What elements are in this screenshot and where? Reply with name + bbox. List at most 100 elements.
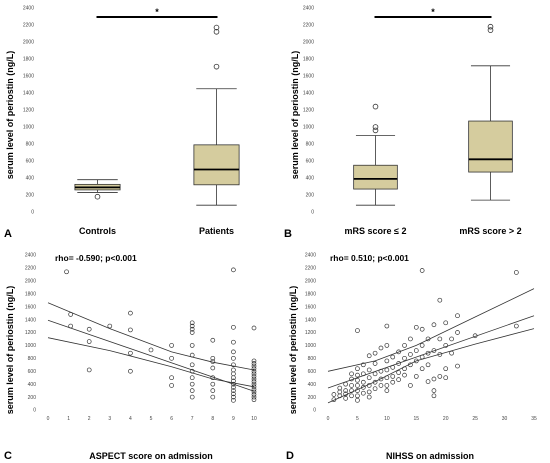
panel-d-point: [443, 366, 449, 372]
panel-a-ytick-label: 400: [26, 176, 35, 182]
panel-c-ytick-label: 800: [28, 356, 37, 362]
panel-c-xtick-label: 4: [129, 416, 132, 422]
panel-c-point: [231, 324, 236, 330]
panel-d-point: [449, 350, 454, 356]
panel-d-point: [360, 362, 366, 368]
panel-d-point: [349, 371, 354, 377]
panel-d-xtick-label: 0: [327, 416, 330, 422]
panel-b-ytick-label: 1800: [303, 57, 314, 63]
panel-c-point: [189, 375, 195, 381]
panel-c-point: [169, 355, 174, 361]
panel-d-ticks: 0200400600800100012001400160018002000220…: [305, 253, 537, 422]
panel-d-point: [419, 343, 425, 348]
panel-d-point: [390, 365, 396, 370]
panel-d-point: [384, 358, 390, 364]
panel-d-ytick-label: 200: [308, 395, 317, 401]
panel-c-point: [210, 365, 216, 371]
panel-d-point: [437, 297, 443, 303]
panel-c-point: [251, 381, 257, 387]
panel-c-point: [148, 347, 154, 353]
panel-d-xlabel: NIHSS on admission: [386, 451, 474, 461]
panel-d-point: [443, 320, 449, 326]
panel-c-ticks: 0 200 400 600 800 1000 1200 1400 1600 1800 2000 220…: [25, 253, 257, 422]
panel-d-point: [408, 383, 413, 388]
panel-b-plot: mRS score ≤ 2 mRS score > 2 *: [345, 7, 522, 236]
panel-c-point: [251, 363, 257, 369]
panel-b-letter: B: [284, 228, 292, 240]
panel-c-point: [86, 367, 92, 373]
panel-c-point: [231, 378, 236, 384]
panel-d-point: [413, 348, 419, 353]
panel-c-point: [189, 326, 195, 332]
panel-c-point: [231, 394, 236, 400]
panel-d-point: [443, 375, 449, 381]
panel-d-ytick-label: 2000: [305, 279, 316, 285]
panel-c-point: [210, 388, 216, 393]
panel-a-ytick-label: 2200: [23, 23, 34, 29]
panel-b-ytick-label: 600: [306, 159, 315, 165]
panel-c-point: [231, 349, 236, 355]
panel-c-point: [68, 312, 74, 317]
panel-c-point: [189, 368, 195, 374]
panel-c-point: [86, 339, 92, 344]
panel-c-point: [251, 371, 257, 377]
panel-b-outlier: [487, 23, 494, 30]
panel-d-point: [343, 388, 349, 393]
panel-d-point: [455, 363, 460, 369]
panel-d-point: [449, 336, 454, 342]
panel-c-point: [128, 368, 133, 374]
panel-c-point: [189, 352, 195, 358]
panel-a-category-label: Controls: [79, 226, 116, 236]
panel-b-category-label: mRS score ≤ 2: [345, 226, 407, 236]
panel-b-ytick-label: 1000: [303, 125, 314, 131]
panel-a-ytick-label: 2400: [23, 6, 34, 12]
panel-a-ytick-label: 1400: [23, 91, 34, 97]
panel-d-ytick-label: 800: [308, 356, 317, 362]
panel-c-point: [251, 358, 257, 364]
panel-b-outlier: [372, 124, 379, 130]
panel-d-point: [384, 375, 390, 381]
panel-c-ytick-label: 1200: [25, 330, 36, 336]
panel-b-box: [353, 164, 398, 190]
panel-b-yticks: 0 200 400 600 800 1000 1200 1400 1600 1800 2000 220…: [303, 6, 314, 216]
panel-d-point: [366, 389, 372, 395]
panel-d-xtick-label: 15: [414, 416, 420, 422]
panel-d-point: [419, 268, 425, 273]
panel-d-point: [366, 353, 372, 359]
panel-c-ytick-label: 1800: [25, 291, 36, 297]
panel-d-point: [337, 385, 343, 391]
panel-c-ytick-label: 2000: [25, 279, 36, 285]
panel-c-point: [251, 376, 257, 382]
panel-c-point: [231, 375, 236, 381]
panel-d-point: [343, 391, 349, 397]
panel-d-point: [384, 323, 390, 329]
panel-d-point: [378, 368, 384, 374]
panel-c-point: [231, 339, 236, 345]
panel-b-ytick-label: 400: [306, 176, 315, 182]
panel-c-point: [68, 323, 74, 329]
panel-b-category-label: mRS score > 2: [459, 226, 521, 236]
panel-c-point: [251, 397, 257, 403]
panel-d-point: [349, 388, 354, 393]
panel-d-point: [413, 324, 419, 330]
panel-b-ytick-label: 1600: [303, 74, 314, 80]
panel-d-point: [366, 394, 372, 400]
panel-c-ytick-label: 2200: [25, 266, 36, 272]
panel-d-point: [384, 343, 390, 348]
panel-d-point: [396, 361, 401, 366]
panel-d-ci-upper: [327, 288, 535, 372]
panel-d-point: [360, 371, 366, 377]
panel-c-point: [231, 397, 236, 403]
panel-d-point: [419, 326, 425, 332]
panel-a-ytick-label: 0: [31, 210, 34, 216]
panel-d-point: [396, 377, 401, 382]
panel-c-xtick-label: 8: [211, 416, 214, 422]
panel-c-xtick-label: 3: [108, 416, 111, 422]
panel-d-point: [360, 390, 366, 396]
panel-d-point: [390, 354, 396, 360]
panel-c-xtick-label: 5: [150, 416, 153, 422]
panel-d-ytick-label: 2200: [305, 266, 316, 272]
panel-d-point: [355, 388, 360, 393]
panel-d-point: [431, 393, 437, 399]
panel-c-point: [231, 355, 236, 361]
